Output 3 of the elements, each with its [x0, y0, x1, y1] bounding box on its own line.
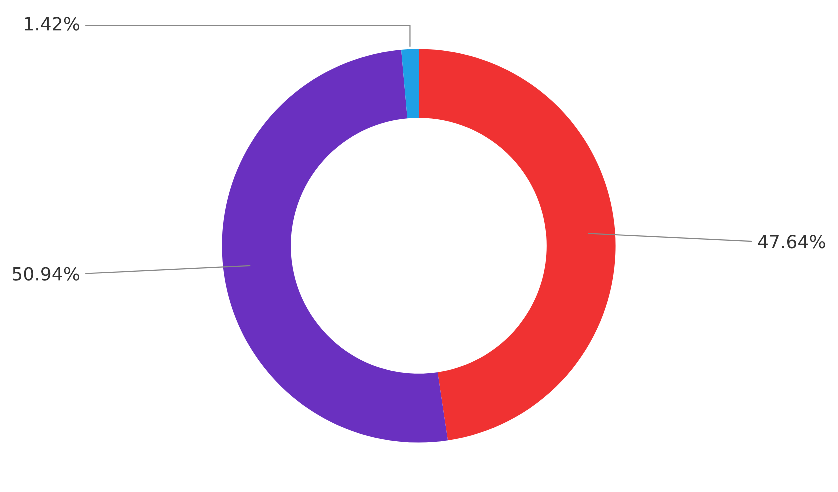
data-label: 47.64% [758, 235, 826, 249]
data-label: 1.42% [25, 17, 80, 31]
data-label: 50.94% [13, 267, 80, 281]
